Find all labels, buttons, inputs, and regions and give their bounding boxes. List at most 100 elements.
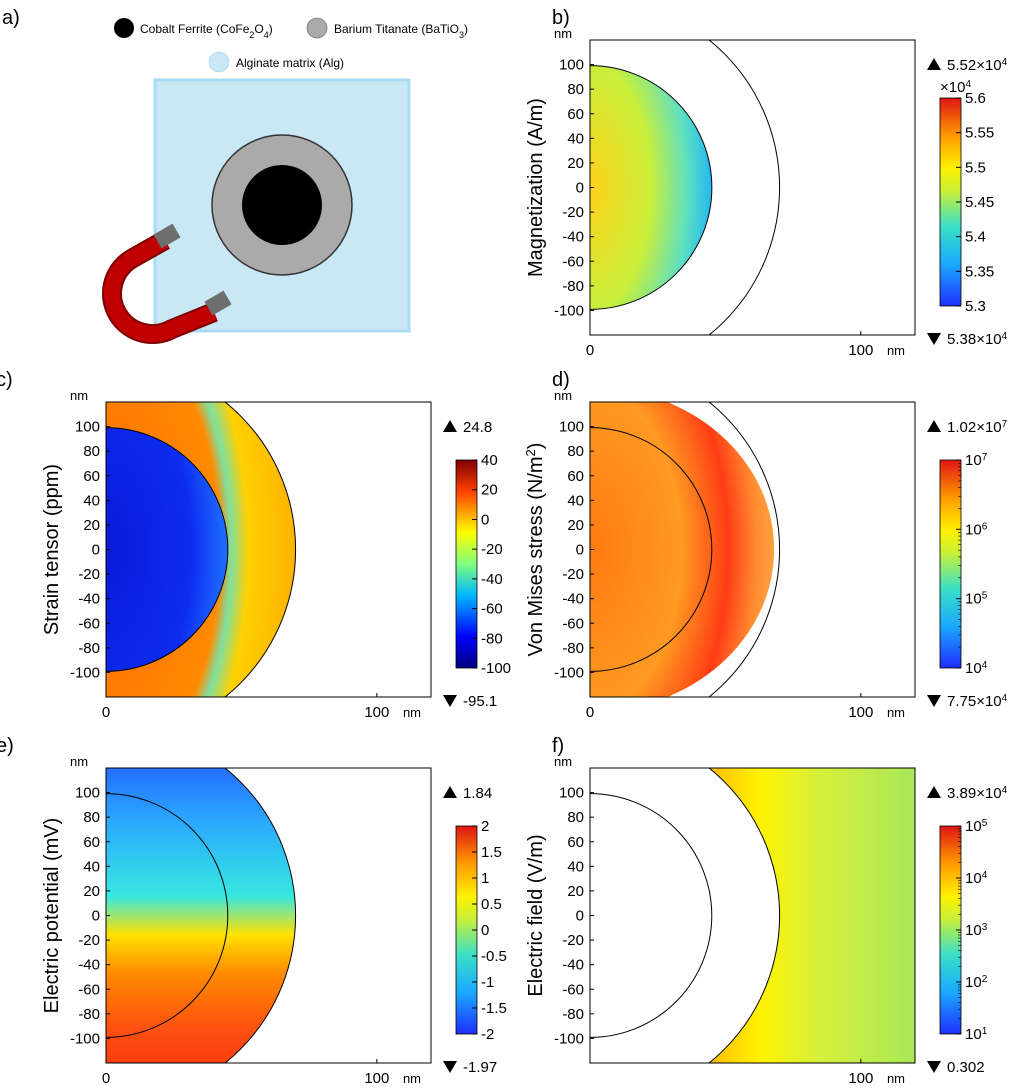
y-tick-label: -100 bbox=[554, 302, 584, 319]
y-tick-label: 60 bbox=[83, 468, 100, 485]
max-triangle-icon bbox=[927, 786, 941, 798]
field-e bbox=[106, 726, 296, 1091]
x-tick-label: 0 bbox=[102, 1070, 110, 1087]
y-tick-label: 60 bbox=[567, 106, 584, 123]
panel-letter-a: a) bbox=[2, 7, 20, 29]
x-unit-label: nm bbox=[403, 705, 421, 720]
y-tick-label: 0 bbox=[92, 908, 100, 925]
y-tick-label: 0 bbox=[576, 908, 584, 925]
field-d bbox=[590, 360, 780, 739]
y-axis-label-c: Strain tensor (ppm) bbox=[41, 464, 63, 635]
y-tick-label: 20 bbox=[567, 155, 584, 172]
y-tick-label: -80 bbox=[78, 1006, 100, 1023]
y-tick-label: 40 bbox=[567, 492, 584, 509]
min-triangle-icon bbox=[927, 695, 941, 707]
colorbar-tick-label: 5.3 bbox=[965, 298, 986, 315]
x-tick-label: 100 bbox=[848, 1070, 873, 1087]
magnetization-field-core bbox=[590, 66, 712, 310]
colorbar-tick-label: 5.4 bbox=[965, 229, 986, 246]
cobalt-ferrite-core bbox=[242, 165, 322, 245]
y-tick-label: 100 bbox=[75, 785, 100, 802]
field-c bbox=[106, 360, 296, 739]
min-value-label: 0.302 bbox=[947, 1059, 985, 1076]
colorbar-tick-label: -40 bbox=[481, 571, 503, 588]
colorbar-tick-label: -2 bbox=[481, 1026, 494, 1043]
y-tick-label: -20 bbox=[78, 932, 100, 949]
y-tick-label: -20 bbox=[562, 566, 584, 583]
panel-b: b) 100 80 60 40 20 0 -20 -40 -60 -80 -100 0 100 nm nm Ma… bbox=[525, 0, 1008, 377]
y-axis-label-e: Electric potential (mV) bbox=[41, 818, 63, 1014]
panel-c: c)100806040200-20-40-60-80-1000 100nmnmSt… bbox=[0, 360, 511, 739]
x-unit-label: nm bbox=[887, 343, 905, 358]
colorbar-tick-label: 5.6 bbox=[965, 90, 986, 107]
y-tick-label: -20 bbox=[562, 204, 584, 221]
panel-letter-e: e) bbox=[0, 735, 14, 757]
y-tick-label: -40 bbox=[562, 229, 584, 246]
y-tick-label: -100 bbox=[554, 664, 584, 681]
y-tick-label: -60 bbox=[562, 981, 584, 998]
colorbar-tick-label: -0.5 bbox=[481, 948, 507, 965]
y-tick-label: -60 bbox=[562, 253, 584, 270]
x-unit-label: nm bbox=[403, 1071, 421, 1086]
panel-f: f) 100 80 60 40 20 0 -20 -40 -60 -80 -100 100 nm nm Ele… bbox=[525, 726, 1008, 1091]
colorbar-tick-label: -80 bbox=[481, 630, 503, 647]
colorbar-tick-label: 5.5 bbox=[965, 159, 986, 176]
legend-label-alginate: Alginate matrix (Alg) bbox=[236, 56, 344, 70]
y-tick-label: 0 bbox=[576, 542, 584, 559]
y-tick-label: 60 bbox=[567, 468, 584, 485]
y-axis-label-b: Magnetization (A/m) bbox=[525, 98, 547, 277]
min-triangle-icon bbox=[443, 1061, 457, 1073]
y-tick-label: 40 bbox=[83, 492, 100, 509]
y-tick-label: 60 bbox=[567, 834, 584, 851]
colorbar-tick-label: 105 bbox=[965, 818, 988, 836]
y-tick-label: 60 bbox=[83, 834, 100, 851]
colorbar-tick-label: 0.5 bbox=[481, 896, 502, 913]
y-tick-label: 100 bbox=[75, 419, 100, 436]
colorbar-tick-label: -1 bbox=[481, 974, 494, 991]
max-value-label: 1.02×107 bbox=[947, 419, 1008, 437]
y-tick-label: 0 bbox=[92, 542, 100, 559]
y-tick-label: 80 bbox=[83, 809, 100, 826]
min-triangle-icon bbox=[927, 333, 941, 345]
colorbar-tick-label: -60 bbox=[481, 601, 503, 618]
y-tick-label: 100 bbox=[559, 57, 584, 74]
y-tick-label: -60 bbox=[78, 615, 100, 632]
y-unit-label: nm bbox=[70, 754, 88, 769]
colorbar-tick-label: 104 bbox=[965, 660, 988, 678]
y-tick-label: 40 bbox=[567, 858, 584, 875]
colorbar-d bbox=[940, 460, 961, 668]
colorbar-tick-label: 1 bbox=[481, 870, 489, 887]
colorbar-tick-label: 101 bbox=[965, 1026, 988, 1044]
field-b bbox=[590, 0, 780, 377]
x-unit-label: nm bbox=[887, 1071, 905, 1086]
y-tick-label: -100 bbox=[554, 1030, 584, 1047]
y-tick-label: 100 bbox=[559, 419, 584, 436]
min-value-label: 7.75×104 bbox=[947, 693, 1008, 711]
x-tick-label: 100 bbox=[848, 704, 873, 721]
y-tick-label: -20 bbox=[78, 566, 100, 583]
colorbar-tick-label: -100 bbox=[481, 660, 511, 677]
y-tick-label: 20 bbox=[83, 517, 100, 534]
max-triangle-icon bbox=[927, 58, 941, 70]
y-tick-label: -40 bbox=[78, 957, 100, 974]
y-tick-label: -80 bbox=[562, 640, 584, 657]
y-tick-label: 40 bbox=[567, 130, 584, 147]
y-tick-label: 100 bbox=[559, 785, 584, 802]
y-tick-label: -20 bbox=[562, 932, 584, 949]
y-tick-label: 0 bbox=[576, 180, 584, 197]
colorbar-c bbox=[456, 460, 477, 668]
y-tick-label: 20 bbox=[567, 517, 584, 534]
colorbar-tick-label: -20 bbox=[481, 541, 503, 558]
colorbar-tick-label: 107 bbox=[965, 452, 988, 470]
x-tick-label: 100 bbox=[364, 1070, 389, 1087]
legend-label-barium-titanate: Barium Titanate (BaTiO3) bbox=[334, 22, 468, 40]
y-tick-label: -100 bbox=[70, 664, 100, 681]
colorbar-tick-label: 2 bbox=[481, 818, 489, 835]
y-tick-label: -80 bbox=[562, 278, 584, 295]
colorbar-tick-label: 103 bbox=[965, 922, 988, 940]
legend-swatch-barium-titanate bbox=[307, 18, 327, 38]
max-value-label: 1.84 bbox=[463, 785, 492, 802]
x-tick-label: 100 bbox=[364, 704, 389, 721]
y-tick-label: 40 bbox=[83, 858, 100, 875]
